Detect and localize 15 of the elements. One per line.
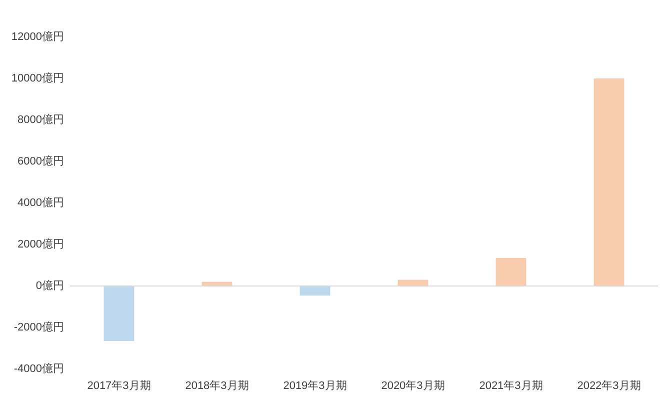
y-tick-label: 0億円 bbox=[36, 279, 64, 292]
x-tick-label: 2018年3月期 bbox=[185, 380, 249, 392]
y-tick-label: -4000億円 bbox=[14, 362, 64, 375]
y-tick-label: -2000億円 bbox=[14, 320, 64, 334]
x-tick-label: 2022年3月期 bbox=[577, 380, 641, 392]
x-tick-label: 2017年3月期 bbox=[87, 380, 151, 392]
y-tick-label: 2000億円 bbox=[18, 238, 64, 250]
y-tick-label: 10000億円 bbox=[11, 72, 64, 84]
y-tick-label: 6000億円 bbox=[18, 154, 64, 168]
x-tick-label: 2021年3月期 bbox=[479, 380, 543, 392]
y-tick-label: 8000億円 bbox=[18, 113, 64, 126]
y-tick-label: 4000億円 bbox=[18, 196, 64, 209]
x-tick-label: 2019年3月期 bbox=[283, 380, 347, 392]
y-tick-label: 12000億円 bbox=[11, 30, 64, 43]
x-tick-label: 2020年3月期 bbox=[381, 380, 445, 392]
